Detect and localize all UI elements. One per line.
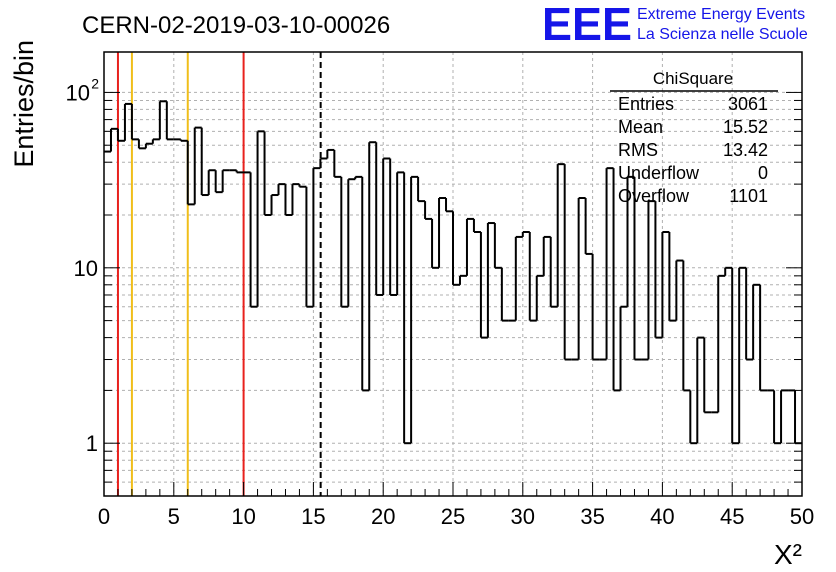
x-tick-label: 15 bbox=[301, 504, 325, 529]
stats-row-label: RMS bbox=[618, 140, 658, 160]
stats-title: ChiSquare bbox=[653, 69, 733, 88]
x-tick-label: 0 bbox=[98, 504, 110, 529]
x-tick-label: 5 bbox=[168, 504, 180, 529]
x-axis-ticks: 0 5 10 15 20 25 30 35 40 45 50 bbox=[98, 482, 814, 529]
stats-row-label: Underflow bbox=[618, 163, 700, 183]
stats-box: ChiSquare Entries 3061 Mean 15.52 RMS 13.42 Un… bbox=[610, 69, 778, 206]
stats-row-label: Overflow bbox=[618, 186, 690, 206]
y-axis-label: Entries/bin bbox=[9, 40, 39, 168]
x-tick-label: 20 bbox=[371, 504, 395, 529]
eee-logo: EEE Extreme Energy Events La Scienza nel… bbox=[542, 0, 808, 50]
eee-logo-line2: La Scienza nelle Scuole bbox=[637, 26, 808, 43]
stats-row-value: 3061 bbox=[728, 94, 768, 114]
stats-row-value: 0 bbox=[758, 163, 768, 183]
stats-row-label: Mean bbox=[618, 117, 663, 137]
x-tick-label: 30 bbox=[511, 504, 535, 529]
x-axis-label: X² bbox=[774, 539, 802, 570]
eee-logo-line1: Extreme Energy Events bbox=[637, 6, 805, 23]
stats-row-value: 15.52 bbox=[723, 117, 768, 137]
eee-logo-mark: EEE bbox=[542, 0, 632, 50]
y-tick-label: 10 bbox=[74, 256, 98, 281]
x-tick-label: 35 bbox=[580, 504, 604, 529]
stats-row-label: Entries bbox=[618, 94, 674, 114]
x-tick-label: 50 bbox=[790, 504, 814, 529]
x-tick-label: 25 bbox=[441, 504, 465, 529]
x-tick-label: 45 bbox=[720, 504, 744, 529]
y-tick-label: 1 bbox=[86, 431, 98, 456]
vertical-marker-lines bbox=[116, 52, 322, 496]
stats-row-value: 13.42 bbox=[723, 140, 768, 160]
chart-title: CERN-02-2019-03-10-00026 bbox=[82, 12, 390, 39]
histogram bbox=[104, 100, 802, 445]
y-tick-label: 10 bbox=[66, 80, 90, 105]
x-tick-label: 10 bbox=[231, 504, 255, 529]
y-tick-label-exponent: 2 bbox=[91, 75, 99, 91]
stats-row-value: 1101 bbox=[729, 186, 768, 206]
x-tick-label: 40 bbox=[650, 504, 674, 529]
